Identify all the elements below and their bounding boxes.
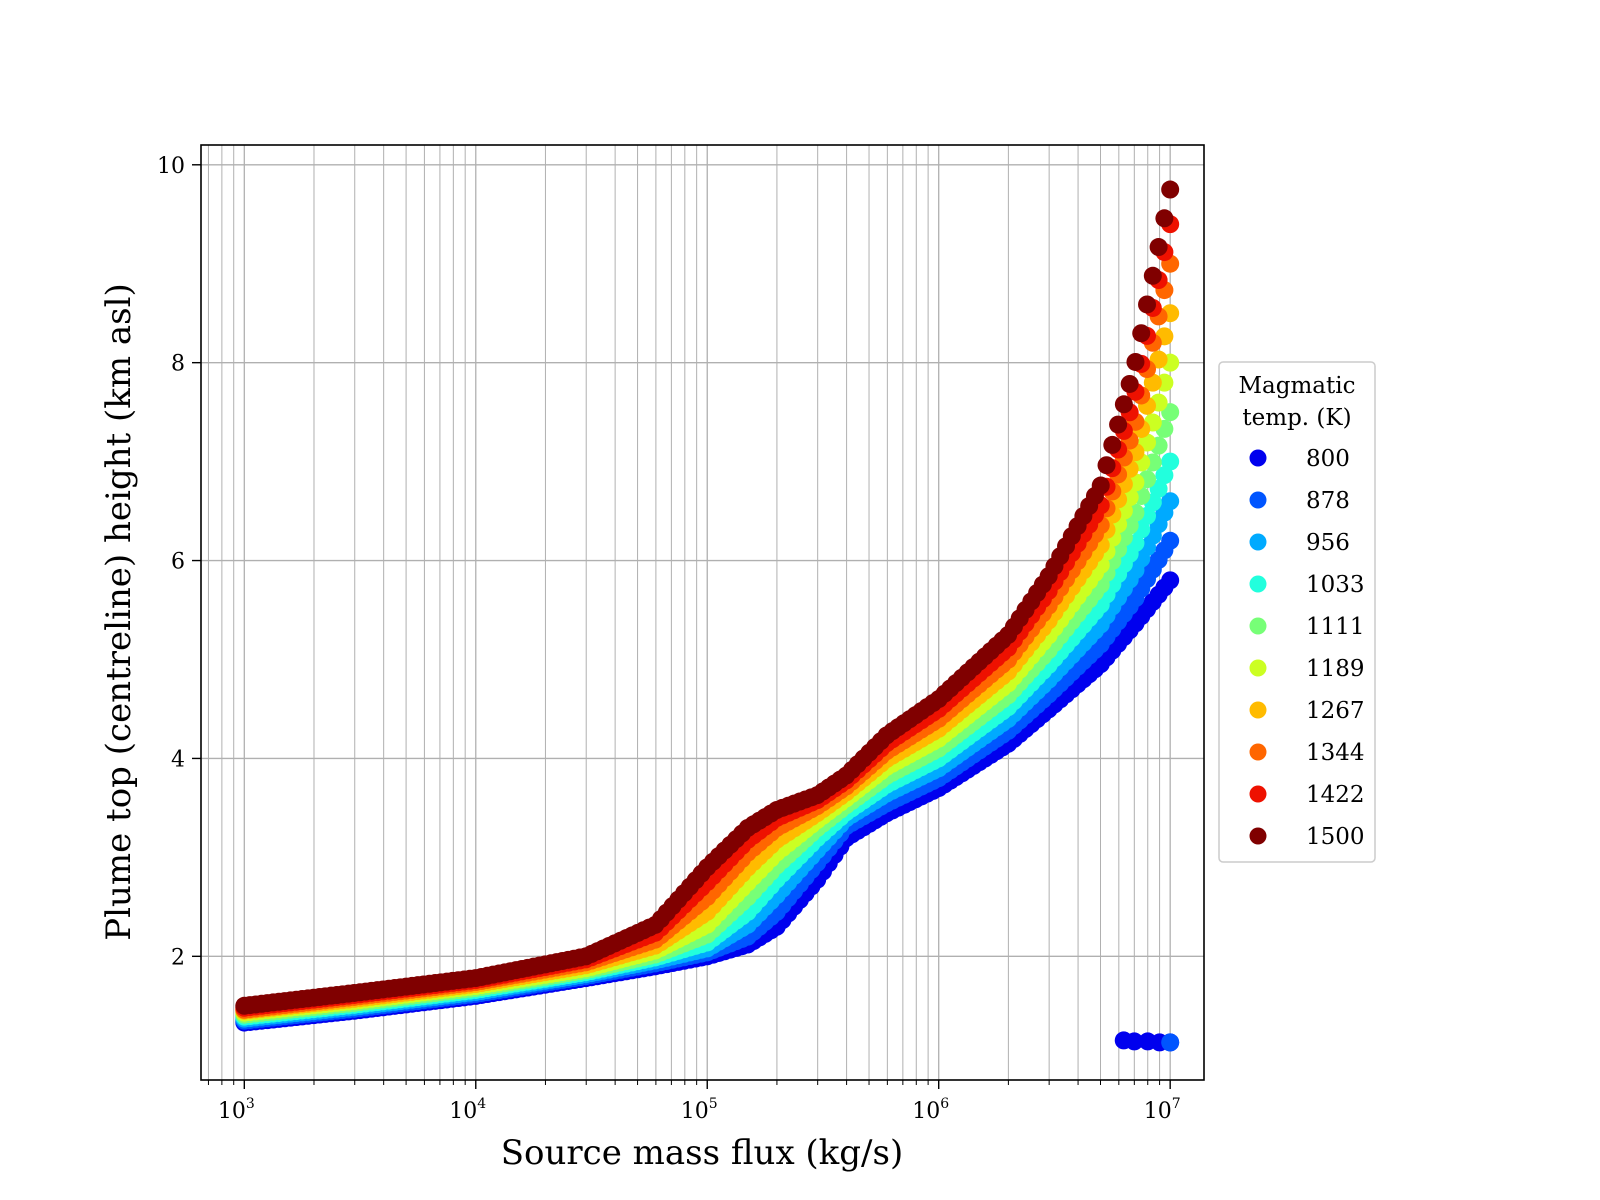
legend-label-878: 878 [1306, 488, 1350, 514]
data-point [1161, 531, 1180, 550]
y-tick-label: 8 [171, 352, 185, 377]
data-point [1109, 415, 1128, 434]
legend-frame [1218, 361, 1376, 863]
x-tick-label: 106 [912, 1096, 949, 1124]
y-axis: 2 4 6 8 10 [157, 154, 201, 970]
data-point [1161, 571, 1180, 590]
x-axis: 103 104 105 106 107 [207, 1080, 1181, 1124]
legend-label-1344: 1344 [1306, 740, 1365, 766]
data-points [235, 180, 1180, 1052]
legend-label-1422: 1422 [1306, 782, 1365, 808]
data-point [1143, 373, 1162, 392]
data-point [1161, 452, 1180, 471]
legend-label-800: 800 [1306, 446, 1350, 472]
x-tick-label: 105 [681, 1096, 718, 1124]
legend-marker-1422 [1249, 785, 1267, 803]
legend-label-1267: 1267 [1306, 698, 1365, 724]
x-axis-label: Source mass flux (kg/s) [501, 1133, 903, 1173]
legend-title-line-2: temp. (K) [1242, 405, 1351, 431]
legend-title-line-1: Magmatic [1239, 373, 1356, 399]
legend-label-1189: 1189 [1306, 656, 1365, 682]
series-1500 [235, 180, 1180, 1015]
legend-marker-1267 [1249, 701, 1267, 719]
y-tick-label: 2 [171, 945, 185, 970]
legend-marker-1344 [1249, 743, 1267, 761]
x-tick-label: 107 [1144, 1096, 1181, 1124]
data-point [1103, 435, 1122, 454]
data-point [1097, 456, 1116, 475]
legend-label-1111: 1111 [1306, 614, 1365, 640]
legend-marker-1033 [1249, 575, 1267, 593]
data-point [1125, 1032, 1144, 1051]
legend-label-1500: 1500 [1306, 824, 1365, 850]
data-point [1149, 238, 1168, 257]
y-tick-label: 6 [171, 550, 185, 575]
y-axis-label: Plume top (centreline) height (km asl) [99, 283, 139, 941]
legend-marker-1500 [1249, 827, 1267, 845]
legend: Magmatic temp. (K) 800 878 956 1033 1111 1189… [1218, 361, 1376, 863]
data-point [1161, 492, 1180, 511]
data-point [1114, 395, 1133, 414]
legend-marker-1111 [1249, 617, 1267, 635]
data-point [1143, 266, 1162, 285]
data-point [1155, 209, 1174, 228]
legend-marker-956 [1249, 533, 1267, 551]
legend-marker-1189 [1249, 659, 1267, 677]
data-point [1132, 324, 1151, 343]
legend-marker-878 [1249, 491, 1267, 509]
x-tick-label: 103 [218, 1096, 255, 1124]
legend-marker-800 [1249, 449, 1267, 467]
data-point [1126, 352, 1145, 371]
plot-frame [200, 144, 1205, 1081]
data-point [1120, 374, 1139, 393]
legend-label-956: 956 [1306, 530, 1350, 556]
data-point [1091, 476, 1110, 495]
data-point [1161, 180, 1180, 199]
data-point [1155, 466, 1174, 485]
y-tick-label: 10 [157, 154, 185, 179]
data-point [1138, 295, 1157, 314]
legend-label-1033: 1033 [1306, 572, 1365, 598]
data-point [1161, 1033, 1180, 1052]
y-tick-label: 4 [171, 747, 185, 772]
x-tick-label: 104 [449, 1096, 486, 1124]
